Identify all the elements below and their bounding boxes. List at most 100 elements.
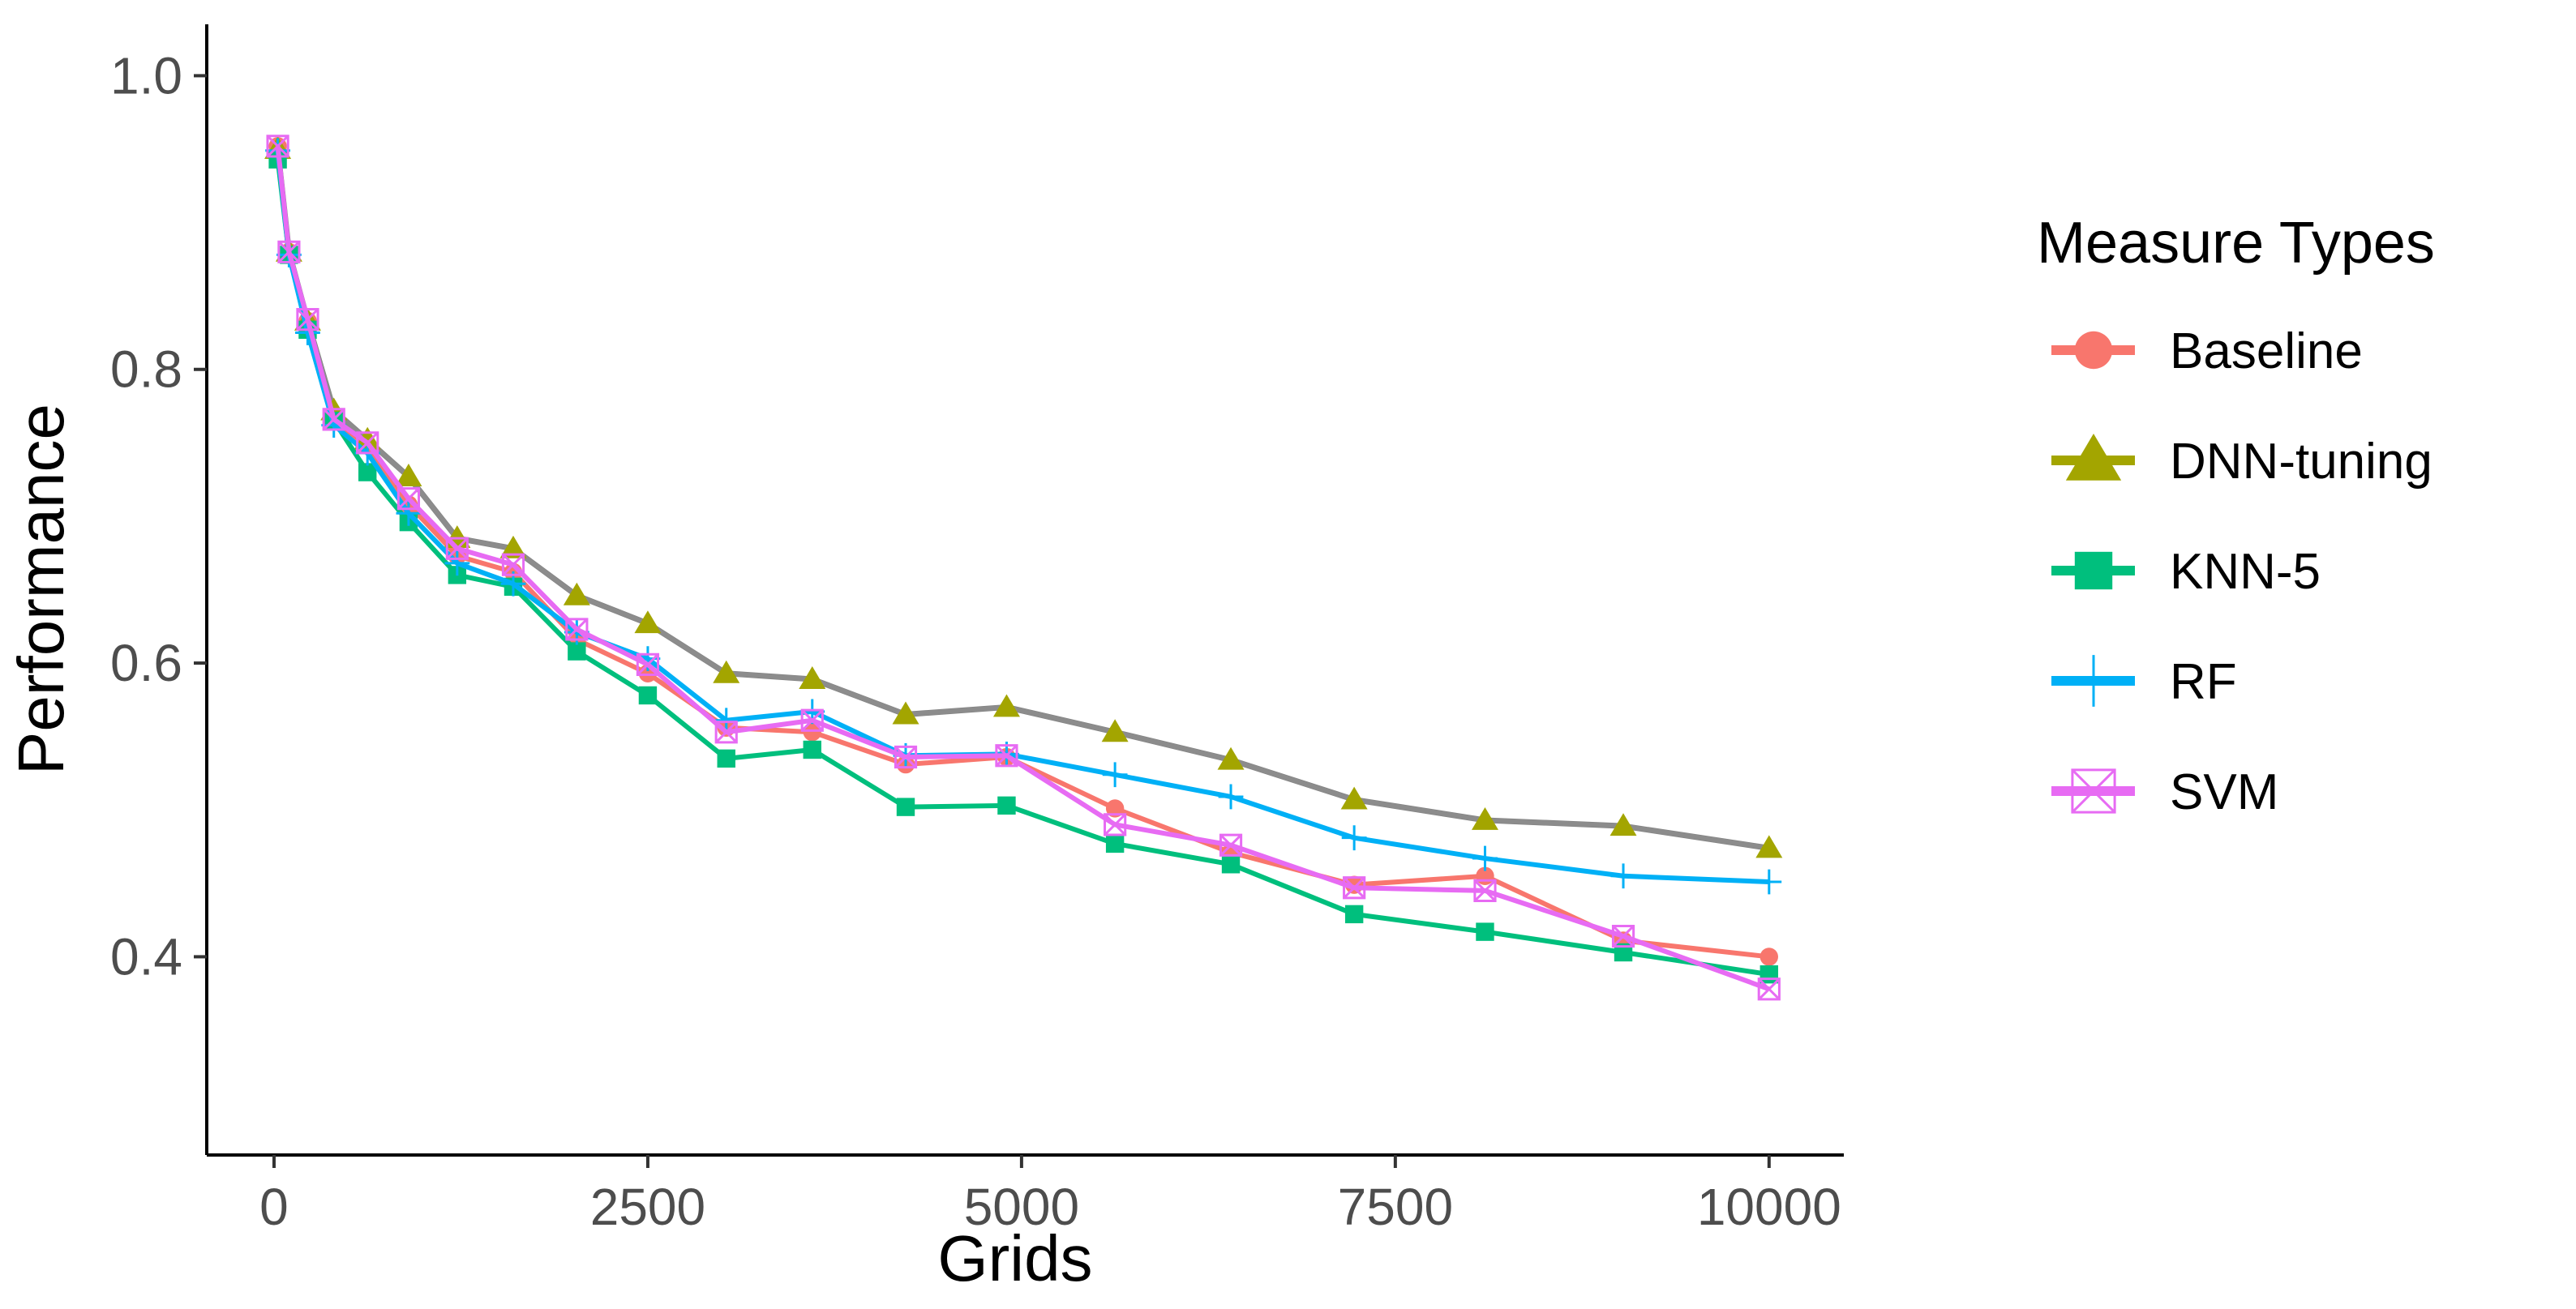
data-point [1476, 922, 1494, 941]
data-point [568, 642, 586, 661]
data-point [296, 308, 319, 332]
data-point [1611, 924, 1635, 948]
legend-title: Measure Types [2037, 211, 2435, 276]
y-tick-label: 0.8 [110, 340, 182, 399]
x-axis-title: Grids [937, 1222, 1092, 1294]
data-point [444, 550, 470, 576]
x-tick-label: 10000 [1697, 1178, 1841, 1236]
legend-label: SVM [2170, 764, 2278, 820]
data-point [1759, 948, 1779, 966]
x-tick-label: 0 [259, 1178, 289, 1236]
data-point [1344, 905, 1364, 924]
legend-item-svm: SVM [2051, 764, 2278, 820]
data-point [803, 740, 821, 759]
data-point [1341, 825, 1367, 851]
data-point [1105, 834, 1125, 853]
data-point [277, 240, 301, 263]
data-point [1343, 876, 1366, 900]
data-point [800, 708, 824, 732]
series-rf [265, 138, 1782, 895]
legend-key-marker [2074, 331, 2113, 370]
data-point [565, 618, 589, 641]
data-point [1101, 719, 1129, 742]
data-point [499, 535, 527, 558]
axes [205, 24, 1844, 1157]
legend-item-rf: RF [2051, 654, 2237, 710]
series-layer [264, 135, 1783, 1001]
legend-item-baseline: Baseline [2051, 323, 2363, 379]
data-point [1218, 784, 1244, 810]
data-point [995, 744, 1018, 768]
data-point [997, 796, 1016, 815]
series-line [275, 150, 1769, 885]
y-axis-title: Performance [5, 404, 77, 775]
data-point [1614, 943, 1633, 962]
y-tick-label: 1.0 [110, 46, 182, 105]
data-point [1104, 813, 1127, 836]
data-point [396, 487, 421, 511]
data-point [1217, 746, 1245, 770]
data-point [445, 537, 469, 560]
legend: Measure Types Baseline DNN-tuning KNN-5 RF S… [2037, 211, 2435, 820]
data-point [1473, 879, 1497, 902]
legend-label: DNN-tuning [2170, 434, 2432, 490]
x-tick-label: 2500 [590, 1178, 705, 1236]
y-tick-label: 0.4 [110, 927, 182, 986]
data-point [714, 708, 739, 734]
series-line [275, 146, 1770, 960]
data-point [636, 652, 660, 676]
y-tick-label: 0.6 [110, 634, 182, 692]
data-point [1472, 845, 1498, 871]
legend-item-knn-5: KNN-5 [2051, 544, 2321, 600]
data-point [638, 686, 658, 705]
series-dnn-tuning [264, 136, 1783, 858]
data-point [713, 660, 740, 683]
x-tick-label: 5000 [964, 1178, 1079, 1236]
data-point [358, 463, 377, 481]
legend-label: Baseline [2170, 323, 2363, 379]
series-line-outline [275, 148, 1770, 851]
data-point [799, 666, 826, 689]
data-point [892, 701, 919, 725]
data-point [1755, 835, 1783, 858]
series-line [275, 148, 1770, 851]
data-point [266, 135, 289, 158]
series-baseline [268, 137, 1779, 966]
series-svm [266, 135, 1781, 1001]
data-point [1609, 813, 1637, 836]
x-tick-label: 7500 [1338, 1178, 1453, 1236]
ticks: 0 2500 5000 7500 10000 0.4 0.6 0.8 1.0 [110, 46, 1841, 1236]
data-point [1759, 965, 1779, 984]
data-point [1756, 869, 1782, 895]
data-point [717, 749, 735, 768]
data-point [1471, 806, 1498, 830]
data-point [1102, 762, 1128, 788]
data-point [354, 426, 381, 450]
legend-label: KNN-5 [2170, 544, 2321, 600]
data-point [322, 408, 345, 431]
data-point [1219, 833, 1243, 857]
data-point [896, 798, 915, 816]
data-point [634, 610, 662, 634]
data-point [992, 694, 1020, 717]
data-point [1221, 855, 1241, 874]
data-point [714, 721, 738, 744]
legend-key-marker [2074, 551, 2113, 590]
legend-key-marker [2068, 655, 2120, 707]
data-point [1340, 786, 1368, 810]
data-point [803, 723, 821, 742]
legend-key-marker [2071, 768, 2116, 814]
data-point [356, 431, 379, 455]
legend-item-dnn-tuning: DNN-tuning [2051, 433, 2432, 490]
data-point [1757, 977, 1781, 1001]
legend-label: RF [2170, 654, 2237, 710]
data-point [395, 464, 422, 486]
data-point [1610, 863, 1636, 889]
data-point [894, 745, 918, 769]
data-point [563, 582, 590, 605]
legend-key-marker [2065, 433, 2122, 481]
data-point [396, 500, 422, 526]
data-point [501, 553, 525, 576]
data-point [1105, 799, 1125, 818]
